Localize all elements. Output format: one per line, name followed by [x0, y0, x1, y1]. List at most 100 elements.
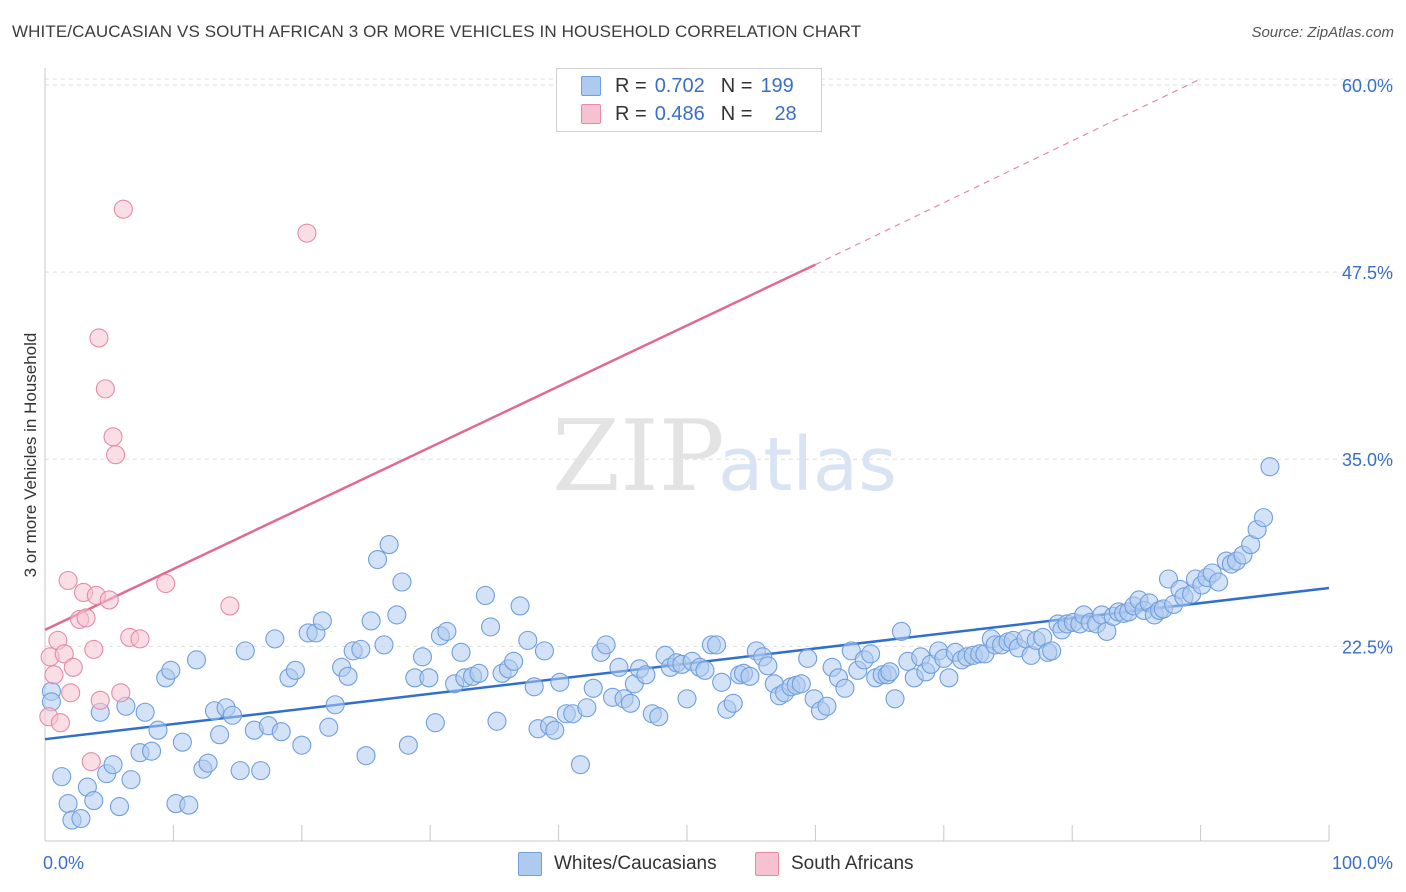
- legend-r-value: 0.486: [654, 102, 705, 125]
- y-axis-label: 3 or more Vehicles in Household: [21, 332, 40, 578]
- point-whites: [285, 660, 305, 680]
- point-south-africans: [90, 690, 110, 710]
- point-south-africans: [156, 573, 176, 594]
- point-south-africans: [76, 608, 96, 628]
- point-south-africans: [63, 657, 83, 677]
- point-south-africans: [54, 644, 74, 664]
- point-whites: [338, 666, 358, 686]
- bottom-legend-label-whites: Whites/Caucasians: [554, 853, 717, 874]
- point-south-africans: [44, 665, 64, 685]
- point-whites: [325, 695, 345, 715]
- point-whites: [1209, 572, 1229, 592]
- point-whites: [103, 755, 123, 775]
- point-south-africans: [89, 328, 109, 348]
- point-whites: [186, 650, 207, 670]
- point-whites: [374, 635, 394, 655]
- legend-row-whites: R = 0.702 N = 199: [581, 74, 794, 98]
- chart-title: WHITE/CAUCASIAN VS SOUTH AFRICAN 3 OR MO…: [12, 22, 862, 41]
- point-whites: [885, 689, 905, 709]
- point-whites: [292, 735, 312, 755]
- point-whites: [740, 666, 760, 686]
- point-whites: [312, 611, 332, 631]
- point-whites: [121, 770, 141, 790]
- point-south-africans: [61, 683, 81, 703]
- point-whites: [356, 746, 376, 766]
- legend: R = 0.702 N = 199 R = 0.486 N = 28: [556, 68, 822, 132]
- point-south-africans: [103, 427, 123, 447]
- point-whites: [636, 665, 656, 685]
- point-whites: [583, 678, 603, 698]
- y-tick-label: 22.5%: [1342, 637, 1393, 657]
- point-whites: [545, 720, 565, 740]
- point-whites: [861, 644, 881, 664]
- point-whites: [222, 705, 243, 725]
- x-tick-label: 100.0%: [1332, 853, 1393, 873]
- y-tick-label: 47.5%: [1342, 263, 1393, 283]
- point-whites: [84, 791, 104, 811]
- point-whites: [419, 668, 439, 688]
- point-whites: [620, 693, 641, 713]
- point-south-africans: [95, 379, 115, 399]
- point-whites: [706, 635, 727, 655]
- legend-n-value: 28: [774, 102, 797, 125]
- point-whites: [361, 611, 381, 631]
- point-whites: [480, 617, 501, 637]
- bottom-legend-south-africans: South Africans: [755, 852, 914, 876]
- point-whites: [649, 707, 669, 727]
- point-south-africans: [84, 639, 104, 659]
- point-south-africans: [297, 223, 317, 243]
- y-tick-label: 60.0%: [1342, 76, 1393, 96]
- point-whites: [677, 689, 697, 709]
- point-whites: [1253, 508, 1274, 528]
- legend-r-value: 0.702: [654, 74, 705, 97]
- point-whites: [379, 535, 399, 555]
- point-whites: [351, 639, 371, 659]
- point-south-africans: [50, 713, 70, 733]
- legend-n-value: 199: [760, 74, 794, 97]
- point-whites: [570, 755, 590, 775]
- bottom-legend-label-south-africans: South Africans: [791, 853, 914, 874]
- legend-n-label: N =: [720, 74, 753, 97]
- point-whites: [817, 696, 837, 716]
- point-south-africans: [81, 752, 101, 772]
- legend-r-label: R =: [615, 74, 647, 97]
- data-points: [39, 199, 1280, 830]
- point-whites: [723, 693, 743, 713]
- point-whites: [142, 741, 162, 761]
- point-south-africans: [99, 590, 119, 610]
- point-whites: [524, 677, 544, 697]
- point-whites: [148, 720, 168, 740]
- point-whites: [161, 660, 181, 680]
- point-whites: [387, 605, 407, 625]
- point-whites: [695, 660, 715, 680]
- point-whites: [791, 674, 811, 694]
- point-whites: [504, 651, 524, 671]
- point-whites: [534, 641, 555, 661]
- point-whites: [758, 656, 778, 676]
- point-south-africans: [106, 445, 126, 465]
- point-whites: [451, 642, 471, 662]
- point-whites: [596, 635, 616, 655]
- point-whites: [550, 672, 570, 692]
- point-whites: [469, 663, 489, 683]
- point-whites: [437, 621, 457, 641]
- point-whites: [425, 713, 445, 733]
- axes: 22.5% 35.0% 47.5% 60.0% 0.0% 100.0%: [43, 68, 1393, 873]
- y-tick-label: 35.0%: [1342, 450, 1393, 470]
- point-south-africans: [130, 629, 150, 649]
- trend-line-south-africans: [44, 263, 816, 632]
- point-whites: [210, 725, 230, 745]
- point-whites: [412, 647, 433, 667]
- trend-line-south-africans-extension: [815, 78, 1201, 266]
- point-whites: [835, 678, 855, 698]
- gridlines: [45, 78, 1394, 647]
- point-whites: [518, 630, 538, 650]
- point-whites: [1042, 641, 1062, 661]
- point-whites: [891, 621, 911, 641]
- point-whites: [52, 767, 72, 787]
- point-whites: [392, 572, 412, 592]
- point-whites: [712, 672, 732, 692]
- point-whites: [487, 711, 507, 731]
- point-whites: [398, 735, 418, 755]
- point-whites: [179, 795, 199, 815]
